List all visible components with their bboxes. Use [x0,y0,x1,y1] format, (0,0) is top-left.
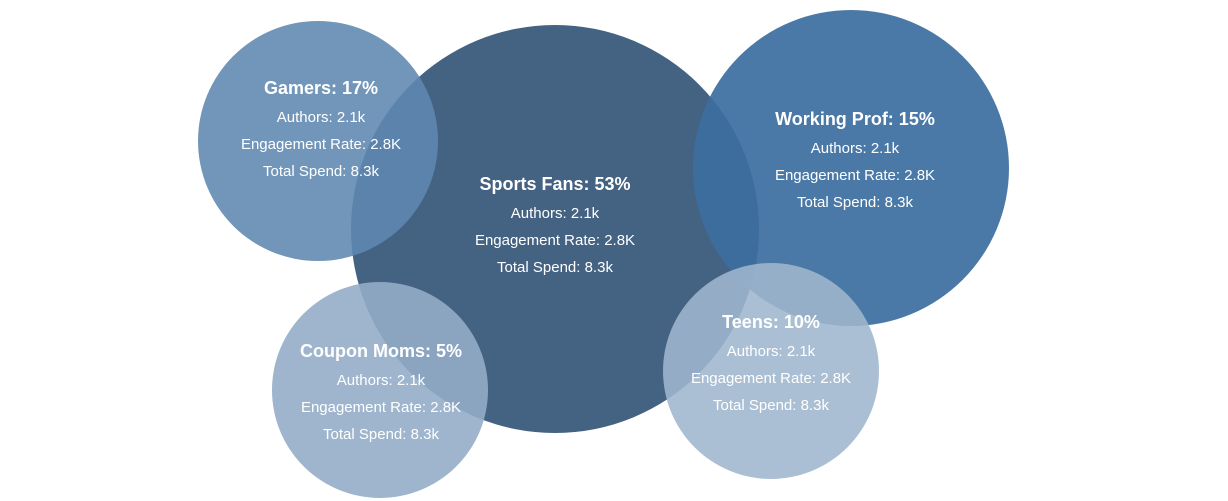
bubble-label-group-working-prof: Working Prof: 15% Authors: 2.1k Engagement… [775,109,935,211]
bubble-stat-coupon-moms-1: Engagement Rate: 2.8K [301,399,461,416]
bubble-coupon-moms[interactable] [272,282,488,498]
bubble-label-group-teens: Teens: 10% Authors: 2.1k Engagement Rate: … [691,312,851,414]
bubble-stat-working-prof-0: Authors: 2.1k [811,140,900,157]
bubble-stat-gamers-1: Engagement Rate: 2.8K [241,136,401,153]
bubble-title-working-prof: Working Prof: 15% [775,109,935,129]
bubble-stat-teens-0: Authors: 2.1k [727,343,816,360]
bubble-stat-working-prof-1: Engagement Rate: 2.8K [775,167,935,184]
bubble-teens[interactable] [663,263,879,479]
bubble-stat-sports-fans-2: Total Spend: 8.3k [497,259,613,276]
bubble-title-coupon-moms: Coupon Moms: 5% [300,341,462,361]
bubble-stat-working-prof-2: Total Spend: 8.3k [797,194,913,211]
bubble-title-sports-fans: Sports Fans: 53% [479,174,630,194]
bubble-label-group-coupon-moms: Coupon Moms: 5% Authors: 2.1k Engagement R… [300,341,462,443]
bubble-label-group-gamers: Gamers: 17% Authors: 2.1k Engagement Rate:… [241,78,401,180]
bubble-gamers[interactable] [198,21,438,261]
bubble-stat-coupon-moms-2: Total Spend: 8.3k [323,426,439,443]
bubble-working-prof[interactable] [693,10,1009,326]
bubble-stat-sports-fans-1: Engagement Rate: 2.8K [475,232,635,249]
bubble-stat-gamers-2: Total Spend: 8.3k [263,163,379,180]
bubble-title-gamers: Gamers: 17% [264,78,378,98]
bubble-label-group-sports-fans: Sports Fans: 53% Authors: 2.1k Engagement … [475,174,635,276]
bubble-stat-teens-1: Engagement Rate: 2.8K [691,370,851,387]
bubble-stat-coupon-moms-0: Authors: 2.1k [337,372,426,389]
bubble-stat-gamers-0: Authors: 2.1k [277,109,366,126]
bubble-title-teens: Teens: 10% [722,312,820,332]
bubble-stat-teens-2: Total Spend: 8.3k [713,397,829,414]
bubble-stat-sports-fans-0: Authors: 2.1k [511,205,600,222]
